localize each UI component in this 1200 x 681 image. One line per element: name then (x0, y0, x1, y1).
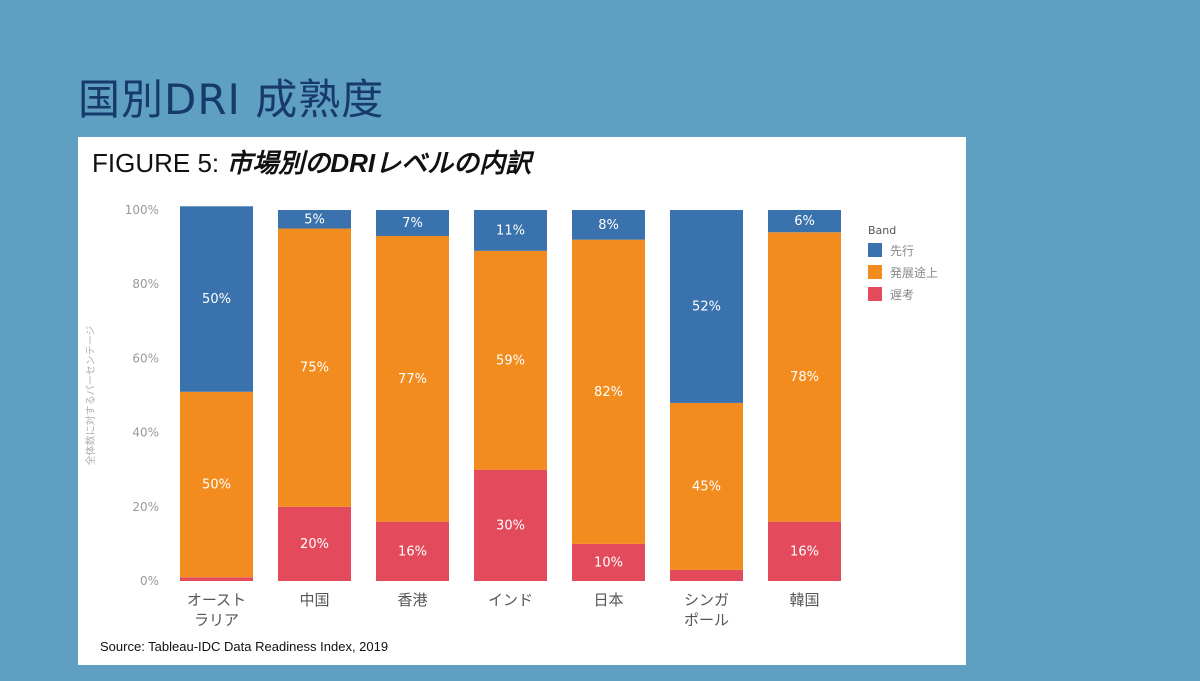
data-label: 5% (304, 212, 325, 227)
legend-swatch (868, 243, 882, 257)
legend-label: 発展途上 (890, 265, 938, 280)
x-tick-label: シンガ (684, 591, 729, 609)
data-label: 16% (398, 544, 427, 559)
y-tick-label: 0% (140, 574, 159, 588)
legend-swatch (868, 265, 882, 279)
data-label: 77% (398, 372, 427, 387)
data-label: 11% (496, 223, 525, 238)
data-label: 7% (402, 216, 423, 231)
bar-segment (670, 402, 743, 570)
x-tick-label: 韓国 (789, 591, 819, 609)
bar-segment (768, 210, 841, 233)
data-label: 20% (300, 537, 329, 552)
bar-segment (278, 506, 351, 581)
x-tick-label: インド (488, 591, 533, 609)
x-tick-label: ラリア (194, 611, 239, 627)
figure-subtitle: 市場別のDRIレベルの内訳 (226, 148, 532, 178)
legend-title: Band (868, 224, 896, 237)
bar-segment (376, 235, 449, 522)
bar-segment (474, 469, 547, 581)
x-tick-label: 中国 (299, 591, 329, 609)
y-axis-label: 全体数に対するパーセンテージ (84, 326, 97, 466)
bar-segment (572, 239, 645, 544)
x-tick-label: ポール (684, 611, 729, 627)
figure-card: FIGURE 5: 市場別のDRIレベルの内訳 0% 20% 40% 60% 80% 10… (78, 137, 966, 665)
bar-segment (278, 210, 351, 229)
legend-label: 遅考 (890, 288, 914, 302)
bar-segment (180, 206, 253, 392)
figure-label: FIGURE 5: (92, 148, 227, 178)
bar-segment (768, 232, 841, 522)
bar-segment (474, 210, 547, 251)
bar-segment (670, 210, 743, 403)
bar-segment (474, 250, 547, 470)
bar-segment (572, 543, 645, 581)
data-label: 52% (692, 299, 721, 314)
data-label: 8% (598, 218, 619, 233)
bar-segment (278, 228, 351, 507)
bar-segment (670, 569, 743, 581)
data-label: 50% (202, 478, 231, 493)
source-note: Source: Tableau-IDC Data Readiness Index… (100, 639, 389, 654)
bar-segment (572, 210, 645, 240)
bar-segment (376, 210, 449, 236)
data-label: 59% (496, 353, 525, 368)
x-tick-label: 日本 (593, 591, 623, 609)
y-tick-label: 20% (132, 500, 159, 514)
bar-segment (768, 521, 841, 581)
bar-segment (180, 577, 253, 581)
data-label: 10% (594, 555, 623, 570)
data-label: 50% (202, 292, 231, 307)
data-label: 45% (692, 479, 721, 494)
y-tick-label: 100% (125, 203, 159, 217)
bar-segment (180, 391, 253, 578)
legend-swatch (868, 287, 882, 301)
legend-label: 先行 (890, 244, 914, 258)
data-label: 82% (594, 385, 623, 400)
y-tick-label: 40% (132, 426, 159, 440)
figure-title: FIGURE 5: 市場別のDRIレベルの内訳 (92, 143, 531, 180)
bar-segment (376, 521, 449, 581)
y-tick-label: 80% (132, 277, 159, 291)
slide-title: 国別DRI 成熟度 (78, 75, 385, 124)
data-label: 75% (300, 361, 329, 376)
data-label: 78% (790, 370, 819, 385)
y-tick-label: 60% (132, 351, 159, 365)
x-tick-label: 香港 (397, 591, 427, 609)
stacked-bar-chart: 0%20%40%60%80%100%全体数に対するパーセンテージ1%50%50%… (84, 203, 938, 627)
data-label: 16% (790, 544, 819, 559)
data-label: 30% (496, 518, 525, 533)
x-tick-label: オースト (187, 591, 246, 609)
data-label: 6% (794, 214, 815, 229)
